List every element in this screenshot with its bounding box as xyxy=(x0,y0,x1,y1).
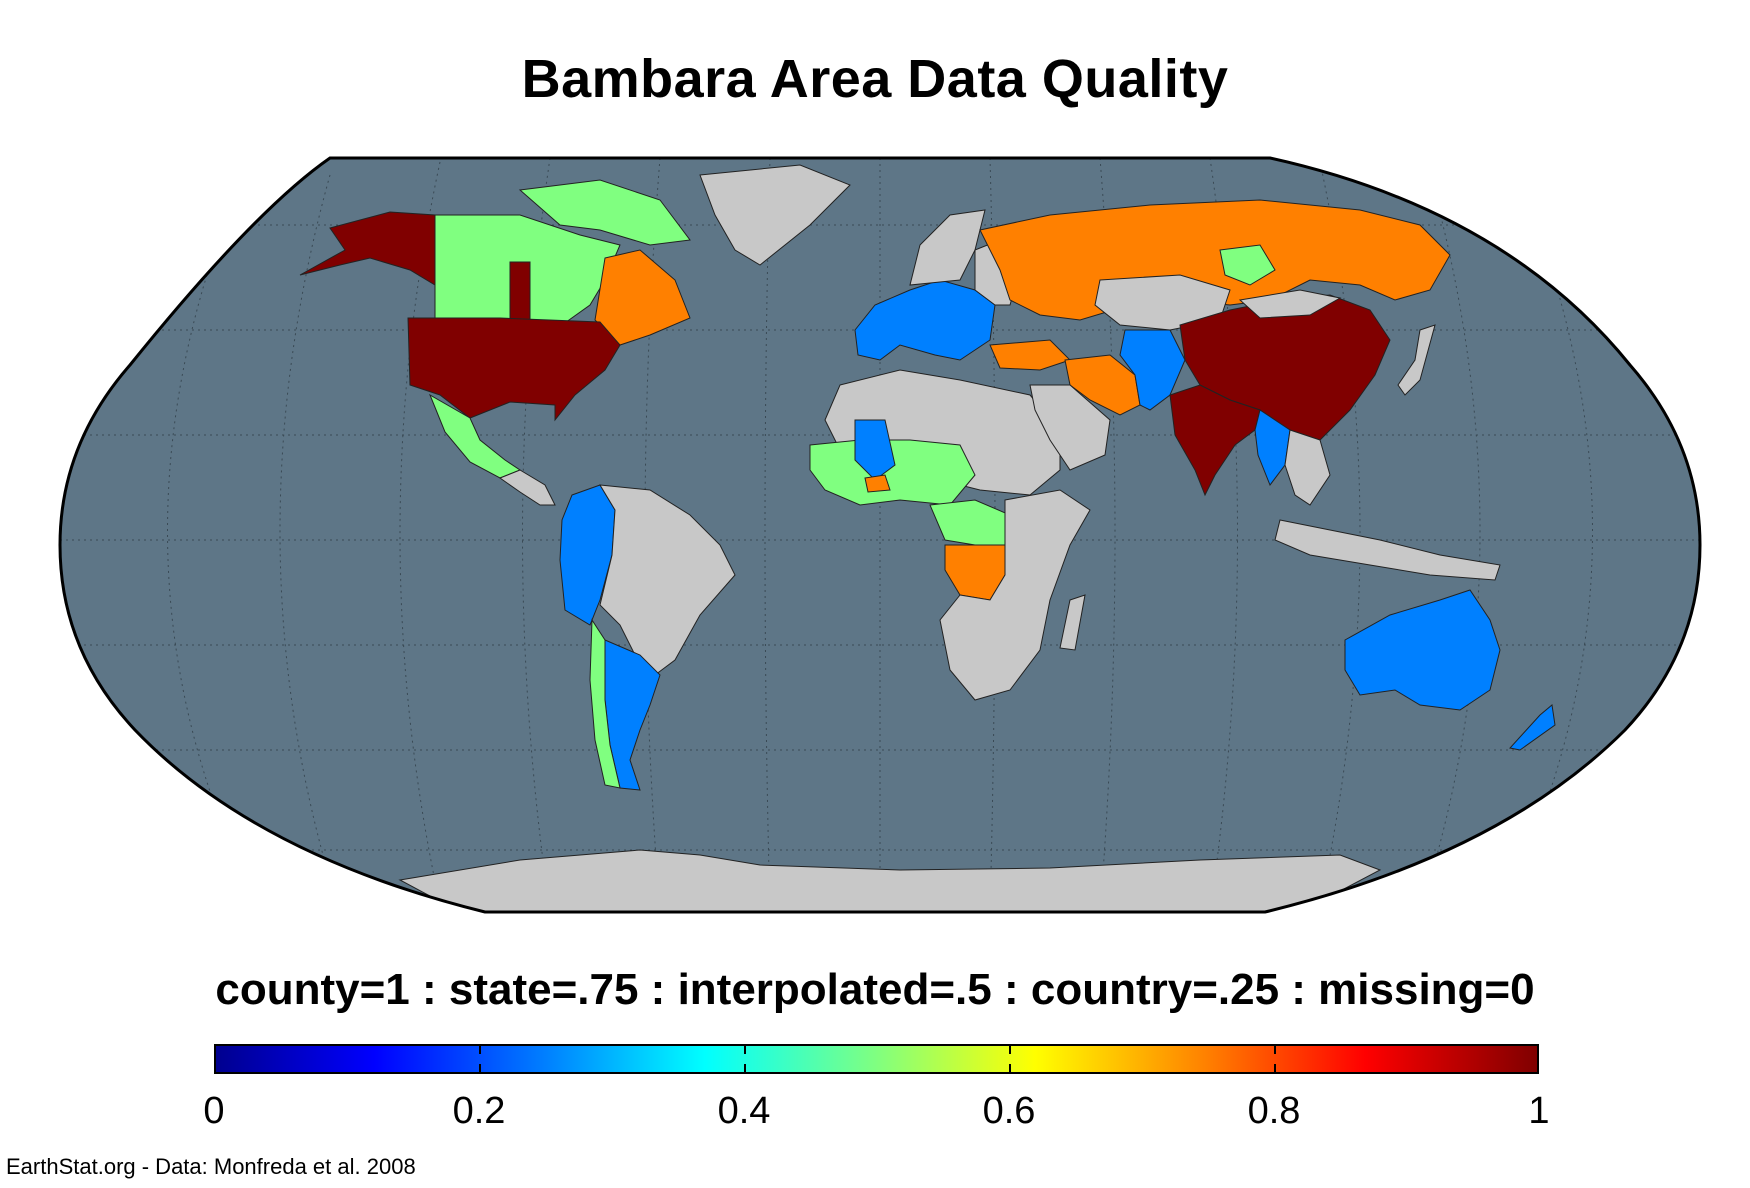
region-burkina xyxy=(864,474,891,493)
region-chile xyxy=(589,618,621,789)
colorbar-tick xyxy=(1274,1046,1276,1054)
colorbar-label: 0.4 xyxy=(717,1090,771,1132)
globe-outline xyxy=(58,156,1702,914)
colorbar-label: 0 xyxy=(203,1090,225,1132)
region-mongolia xyxy=(1238,289,1342,319)
region-alaska xyxy=(299,211,436,286)
region-canada-arctic xyxy=(518,179,691,246)
region-southern-africa xyxy=(939,489,1091,701)
region-greenland xyxy=(699,164,851,266)
colorbar-label: 1 xyxy=(1528,1090,1550,1132)
region-pakistan xyxy=(1119,329,1186,411)
colorbar-tick xyxy=(1009,1046,1011,1054)
colorbar-label: 0.2 xyxy=(452,1090,506,1132)
colorbar-tick xyxy=(479,1064,481,1072)
colorbar-label: 0.8 xyxy=(1247,1090,1301,1132)
region-indochina xyxy=(1284,429,1331,506)
region-australia xyxy=(1344,589,1501,711)
credit-text: EarthStat.org - Data: Monfreda et al. 20… xyxy=(6,1154,416,1179)
legend-caption: county=1 : state=.75 : interpolated=.5 :… xyxy=(215,965,1535,1014)
region-mali xyxy=(854,419,896,481)
region-brazil xyxy=(599,484,736,676)
region-turkey xyxy=(989,339,1071,371)
colorbar-tick xyxy=(744,1064,746,1072)
region-new-zealand xyxy=(1509,704,1556,751)
region-antarctica xyxy=(398,849,1382,912)
colorbar-tick xyxy=(1274,1064,1276,1072)
region-indonesia xyxy=(1274,519,1501,581)
region-madagascar xyxy=(1059,594,1086,651)
colorbar-tick xyxy=(1009,1064,1011,1072)
region-europe xyxy=(854,279,996,361)
colorbar-tick xyxy=(744,1046,746,1054)
region-arabia xyxy=(1029,384,1111,471)
region-kazakhstan xyxy=(1219,244,1276,286)
region-united-states xyxy=(407,317,621,422)
colorbar xyxy=(214,1044,1539,1074)
region-central-america xyxy=(498,469,556,506)
region-india xyxy=(1169,384,1261,497)
region-manitoba xyxy=(509,261,531,321)
map-title: Bambara Area Data Quality xyxy=(521,49,1229,109)
colorbar-label: 0.6 xyxy=(982,1090,1036,1132)
colorbar-tick xyxy=(479,1046,481,1054)
region-japan xyxy=(1397,324,1436,396)
